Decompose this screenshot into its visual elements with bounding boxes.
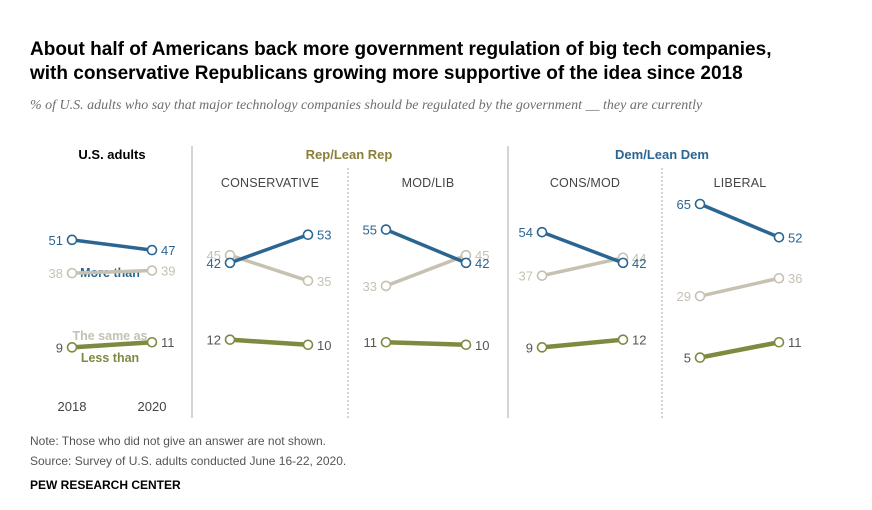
chart-area: U.S. adults Rep/Lean Rep Dem/Lean Dem CO…	[49, 146, 803, 418]
line-less-liberal	[699, 340, 780, 360]
publisher-logo-text: PEW RESEARCH CENTER	[30, 478, 181, 492]
line-less-cons-mod	[541, 337, 624, 350]
point-more-2020-mod-lib	[460, 257, 472, 269]
label-same-2020-conservative: 35	[317, 274, 331, 289]
label-same-2020-cons-mod: 44	[632, 251, 646, 266]
label-less-2018-us-adults: 9	[56, 340, 63, 355]
label-same-2020-us-adults: 39	[161, 264, 175, 279]
legend-same-as: The same as	[72, 329, 147, 343]
line-less-conservative	[229, 337, 309, 348]
label-less-2018-liberal: 5	[684, 351, 691, 366]
point-same-2018-cons-mod	[536, 270, 548, 281]
point-less-2018-liberal	[694, 352, 706, 363]
point-less-2018-conservative	[224, 334, 236, 345]
point-less-2020-cons-mod	[617, 334, 629, 345]
line-more-us-adults	[71, 238, 153, 252]
label-same-2018-conservative: 45	[207, 248, 221, 263]
label-more-2020-liberal: 52	[788, 230, 802, 245]
header-us-adults: U.S. adults	[78, 147, 145, 162]
point-more-2020-us-adults	[146, 244, 158, 256]
point-more-2020-liberal	[773, 231, 785, 243]
chart-title-line-1: About half of Americans back more govern…	[30, 39, 772, 60]
label-less-2018-mod-lib: 11	[364, 335, 378, 350]
panel-label-cons-mod: CONS/MOD	[550, 176, 620, 190]
label-less-2020-conservative: 10	[317, 338, 331, 353]
point-less-2020-liberal	[773, 336, 785, 348]
legend-less-than: Less than	[81, 351, 139, 365]
point-same-2020-liberal	[773, 272, 785, 284]
label-same-2018-mod-lib: 33	[363, 279, 377, 294]
x-tick-2020: 2020	[138, 399, 167, 414]
line-same-cons-mod	[541, 256, 624, 278]
point-more-2018-us-adults	[66, 234, 78, 246]
point-same-2020-us-adults	[146, 265, 158, 276]
label-same-2018-cons-mod: 37	[519, 269, 533, 284]
line-more-cons-mod	[541, 230, 624, 265]
point-more-2018-liberal	[694, 198, 706, 210]
chart-title: About half of Americans back more govern…	[30, 38, 860, 86]
chart-subtitle: % of U.S. adults who say that major tech…	[30, 98, 703, 113]
header-rep-lean-rep: Rep/Lean Rep	[306, 147, 393, 162]
dividers	[191, 146, 663, 418]
label-more-2020-cons-mod: 42	[632, 256, 646, 271]
label-same-2020-mod-lib: 45	[475, 248, 489, 263]
point-more-2018-cons-mod	[536, 226, 548, 238]
source-note: Source: Survey of U.S. adults conducted …	[30, 454, 347, 468]
label-same-2020-liberal: 36	[788, 271, 802, 286]
label-more-2020-mod-lib: 42	[475, 256, 489, 271]
label-less-2020-liberal: 11	[788, 335, 802, 350]
chart-marks: 38 39 9 11 51 47 45 35 12 10 42 53 33 45 11 10 55 42 37 44 9…	[49, 197, 803, 366]
panel-label-conservative: CONSERVATIVE	[221, 176, 319, 190]
label-more-2020-conservative: 53	[317, 228, 331, 243]
label-less-2020-mod-lib: 10	[475, 338, 489, 353]
line-same-liberal	[699, 276, 780, 298]
line-more-conservative	[229, 233, 309, 265]
point-same-2018-mod-lib	[380, 280, 392, 292]
point-more-2018-mod-lib	[380, 224, 392, 235]
point-same-2018-liberal	[694, 290, 706, 302]
label-more-2018-cons-mod: 54	[519, 225, 533, 240]
x-tick-2018: 2018	[58, 399, 87, 414]
point-less-2020-us-adults	[146, 336, 158, 348]
header-dem-lean-dem: Dem/Lean Dem	[615, 147, 709, 162]
point-same-2018-us-adults	[66, 267, 78, 279]
line-more-mod-lib	[385, 227, 467, 265]
label-more-2018-conservative: 42	[207, 256, 221, 271]
label-less-2020-us-adults: 11	[161, 335, 175, 350]
panel-label-mod-lib: MOD/LIB	[402, 176, 455, 190]
label-same-2018-liberal: 29	[677, 289, 691, 304]
label-same-2018-us-adults: 38	[49, 266, 63, 281]
label-less-2018-conservative: 12	[207, 333, 221, 348]
line-same-us-adults	[71, 268, 153, 275]
point-less-2018-cons-mod	[536, 342, 548, 353]
point-more-2020-conservative	[302, 229, 314, 241]
point-more-2020-cons-mod	[617, 257, 629, 269]
label-more-2020-us-adults: 47	[161, 243, 175, 258]
line-same-mod-lib	[385, 253, 467, 288]
point-more-2018-conservative	[224, 257, 236, 269]
chart-title-line-2: with conservative Republicans growing mo…	[30, 63, 743, 84]
label-less-2020-cons-mod: 12	[632, 333, 646, 348]
panel-label-liberal: LIBERAL	[714, 176, 767, 190]
point-less-2018-mod-lib	[380, 336, 392, 348]
label-less-2018-cons-mod: 9	[526, 340, 533, 355]
label-more-2018-us-adults: 51	[49, 233, 63, 248]
point-same-2020-conservative	[302, 275, 314, 287]
footnote: Note: Those who did not give an answer a…	[30, 434, 326, 448]
line-more-liberal	[699, 202, 780, 239]
point-less-2020-conservative	[302, 339, 314, 351]
point-less-2020-mod-lib	[460, 339, 472, 351]
line-less-us-adults	[71, 339, 153, 350]
line-less-mod-lib	[385, 339, 467, 348]
label-more-2018-mod-lib: 55	[363, 223, 377, 238]
label-more-2018-liberal: 65	[677, 197, 691, 212]
point-less-2018-us-adults	[66, 342, 78, 353]
